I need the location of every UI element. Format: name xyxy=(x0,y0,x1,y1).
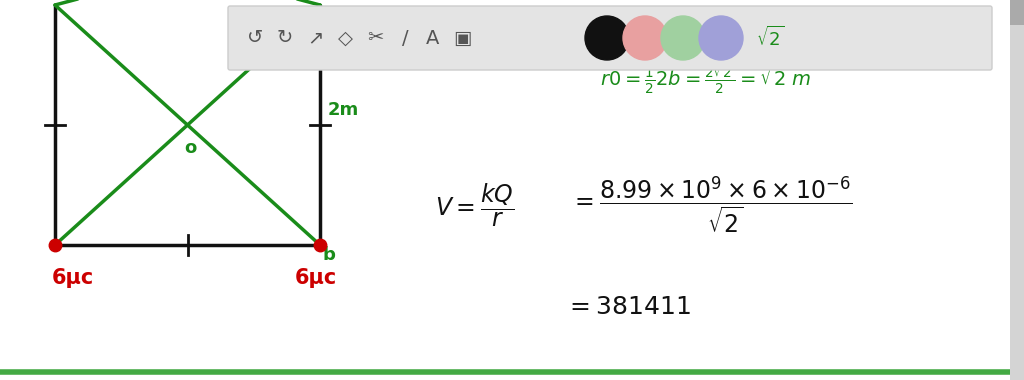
Text: $V = \dfrac{kQ}{r}$: $V = \dfrac{kQ}{r}$ xyxy=(435,182,514,230)
Text: b: b xyxy=(322,246,335,264)
FancyBboxPatch shape xyxy=(228,6,992,70)
Text: ↺: ↺ xyxy=(247,28,263,48)
Text: $\sqrt{2}$: $\sqrt{2}$ xyxy=(756,26,784,50)
Ellipse shape xyxy=(662,16,705,60)
Text: ↻: ↻ xyxy=(276,28,293,48)
Text: A: A xyxy=(426,28,439,48)
Bar xyxy=(1010,0,1024,25)
Text: $= 381411$: $= 381411$ xyxy=(565,295,691,319)
Text: $= \dfrac{8.99 \times 10^9 \times 6 \times 10^{-6}}{\sqrt{2}}$: $= \dfrac{8.99 \times 10^9 \times 6 \tim… xyxy=(570,175,853,236)
Text: ◇: ◇ xyxy=(338,28,352,48)
Text: ↗: ↗ xyxy=(307,28,324,48)
Text: /: / xyxy=(401,28,409,48)
Text: ▣: ▣ xyxy=(453,28,471,48)
Text: 2m: 2m xyxy=(328,101,359,119)
Text: 6μc: 6μc xyxy=(295,268,337,288)
Ellipse shape xyxy=(623,16,667,60)
Text: 6μc: 6μc xyxy=(52,268,94,288)
Ellipse shape xyxy=(585,16,629,60)
Bar xyxy=(1010,0,1024,380)
Text: $r0 = \frac{1}{2}2b = \frac{2\sqrt{2}}{2} = \sqrt{2}\,m$: $r0 = \frac{1}{2}2b = \frac{2\sqrt{2}}{2… xyxy=(600,60,811,96)
Text: o: o xyxy=(184,139,197,157)
Ellipse shape xyxy=(699,16,743,60)
Text: ✂: ✂ xyxy=(367,28,383,48)
